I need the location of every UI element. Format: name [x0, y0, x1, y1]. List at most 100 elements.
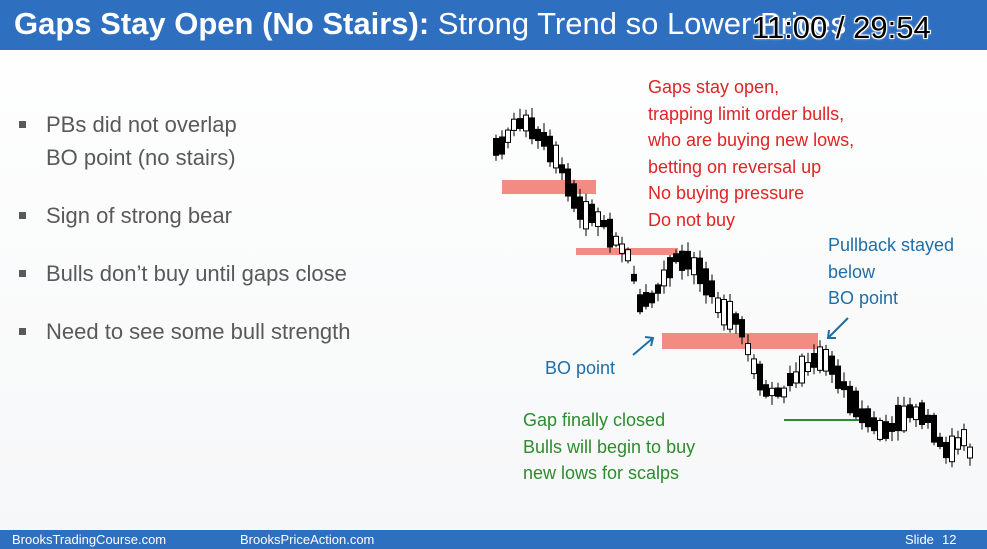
annotation-line: new lows for scalps — [523, 463, 680, 483]
bear-candle — [649, 292, 655, 304]
bear-candle — [925, 414, 931, 423]
bull-candle — [817, 346, 823, 371]
bullet-text: BO point (no stairs) — [46, 145, 236, 170]
bear-candle — [559, 164, 565, 174]
bear-candle — [535, 128, 541, 142]
bull-candle — [901, 405, 907, 432]
bull-candle — [823, 349, 829, 372]
bear-candle — [589, 203, 595, 224]
bear-candle — [697, 257, 703, 285]
arrow-pullback-head — [826, 329, 836, 339]
bear-candle — [889, 423, 895, 432]
annotation-line: Bulls will begin to buy — [523, 436, 696, 457]
bear-candle — [565, 168, 571, 197]
bear-candle — [763, 384, 769, 397]
bullet-item: PBs did not overlap BO point (no stairs) — [18, 108, 351, 174]
bull-candle — [793, 371, 799, 384]
pullback-annotation: Pullback stayed below BO point — [828, 232, 954, 312]
bear-candle — [547, 135, 553, 163]
bullet-text: Sign of strong bear — [46, 203, 232, 228]
bull-candle — [745, 343, 751, 356]
arrow-bo-point-head — [644, 336, 655, 347]
slide-label: Slide — [905, 532, 934, 547]
bear-candle — [757, 363, 763, 391]
annotation-line: who are buying new lows, — [648, 130, 855, 150]
bull-candle — [967, 446, 973, 459]
bull-candle — [805, 362, 811, 373]
bull-candle — [877, 420, 883, 440]
bear-candle — [835, 365, 841, 389]
bear-candle — [607, 218, 613, 248]
bear-candle — [883, 421, 889, 439]
title-bar: Gaps Stay Open (No Stairs): Strong Trend… — [0, 0, 987, 50]
bear-candle — [865, 408, 871, 428]
bear-candle — [907, 404, 913, 419]
bull-candle — [511, 118, 517, 131]
footer-left-link[interactable]: BrooksTradingCourse.com — [12, 532, 167, 547]
bear-candle — [499, 136, 505, 155]
annotation-line: below — [828, 261, 876, 282]
bear-candle — [733, 313, 739, 325]
arrow-pullback — [827, 317, 849, 339]
bull-candle — [595, 211, 601, 228]
bullet-text: Bulls don’t buy until gaps close — [46, 261, 347, 286]
bull-candle — [727, 300, 733, 330]
bull-candle — [715, 297, 721, 314]
bull-candle — [949, 435, 955, 463]
bull-candle — [583, 201, 589, 230]
bull-candle — [955, 437, 961, 450]
bear-candle — [571, 183, 577, 209]
bull-candle — [619, 243, 625, 254]
bull-candle — [751, 358, 757, 375]
bear-candle — [829, 355, 835, 375]
bear-candle — [655, 284, 661, 294]
bullet-item: Sign of strong bear — [18, 199, 351, 232]
bear-candle — [787, 373, 793, 387]
footer-center-link[interactable]: BrooksPriceAction.com — [240, 532, 375, 547]
bear-candle — [703, 268, 709, 296]
title-bold: Gaps Stay Open (No Stairs): — [14, 6, 430, 41]
annotation-line: Gap finally closed — [523, 410, 666, 430]
bear-candle — [775, 387, 781, 397]
bear-candle — [493, 138, 499, 156]
bull-candle — [913, 406, 919, 421]
bear-candle — [709, 280, 715, 298]
bear-candle — [601, 220, 607, 228]
bear-candle — [679, 250, 685, 271]
annotation-line: No buying pressure — [648, 183, 805, 203]
bullet-item: Need to see some bull strength — [18, 315, 351, 348]
annotation-line: Do not buy — [648, 209, 736, 230]
title-normal: Strong Trend so Lower Prices — [429, 6, 847, 41]
footer-bar: BrooksTradingCourse.com BrooksPriceActio… — [0, 530, 987, 549]
bull-candle — [625, 249, 631, 262]
gap-closed-annotation: Gap finally closed Bulls will begin to b… — [523, 407, 695, 487]
annotation-line: BO point — [828, 288, 899, 308]
slide-number: 12 — [942, 532, 957, 547]
bear-candle — [937, 436, 943, 447]
bear-candle — [517, 118, 523, 129]
bear-candle — [943, 442, 949, 459]
gap-zone-3 — [662, 333, 818, 349]
slide-title: Gaps Stay Open (No Stairs): Strong Trend… — [14, 3, 846, 45]
bear-candle — [541, 132, 547, 147]
bear-candle — [643, 292, 649, 307]
bear-candle — [931, 414, 937, 443]
bull-candle — [691, 257, 697, 276]
bull-candle — [523, 114, 529, 132]
bull-candle — [505, 129, 511, 143]
bear-candle — [529, 117, 535, 140]
bear-candle — [631, 273, 637, 282]
gaps-open-annotation: Gaps stay open, trapping limit order bul… — [648, 74, 854, 233]
bull-candle — [781, 387, 787, 398]
bull-candle — [613, 235, 619, 246]
bo-point-annotation: BO point — [545, 358, 616, 378]
bull-candle — [799, 355, 805, 384]
bull-candle — [661, 269, 667, 287]
candles — [493, 108, 973, 468]
bear-candle — [841, 381, 847, 391]
bear-candle — [847, 385, 853, 414]
bear-candle — [673, 253, 679, 263]
bullet-list: PBs did not overlap BO point (no stairs) … — [18, 108, 351, 373]
arrow-bo-point — [632, 337, 654, 356]
